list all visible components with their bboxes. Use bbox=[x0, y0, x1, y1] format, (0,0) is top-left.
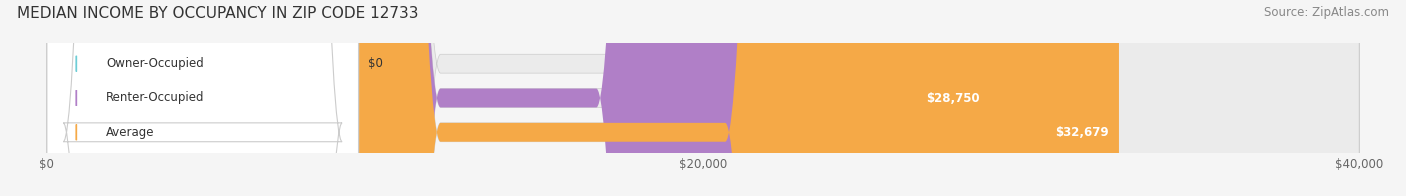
FancyBboxPatch shape bbox=[46, 0, 990, 196]
FancyBboxPatch shape bbox=[46, 0, 359, 196]
Text: Renter-Occupied: Renter-Occupied bbox=[105, 92, 204, 104]
Text: Source: ZipAtlas.com: Source: ZipAtlas.com bbox=[1264, 6, 1389, 19]
FancyBboxPatch shape bbox=[46, 0, 1360, 196]
FancyBboxPatch shape bbox=[46, 0, 1119, 196]
FancyBboxPatch shape bbox=[46, 0, 1360, 196]
FancyBboxPatch shape bbox=[46, 0, 359, 196]
FancyBboxPatch shape bbox=[46, 0, 1360, 196]
Text: $32,679: $32,679 bbox=[1056, 126, 1109, 139]
FancyBboxPatch shape bbox=[46, 0, 359, 196]
Text: Owner-Occupied: Owner-Occupied bbox=[105, 57, 204, 70]
Text: $0: $0 bbox=[368, 57, 384, 70]
Text: $28,750: $28,750 bbox=[927, 92, 980, 104]
Text: Average: Average bbox=[105, 126, 155, 139]
Text: MEDIAN INCOME BY OCCUPANCY IN ZIP CODE 12733: MEDIAN INCOME BY OCCUPANCY IN ZIP CODE 1… bbox=[17, 6, 419, 21]
